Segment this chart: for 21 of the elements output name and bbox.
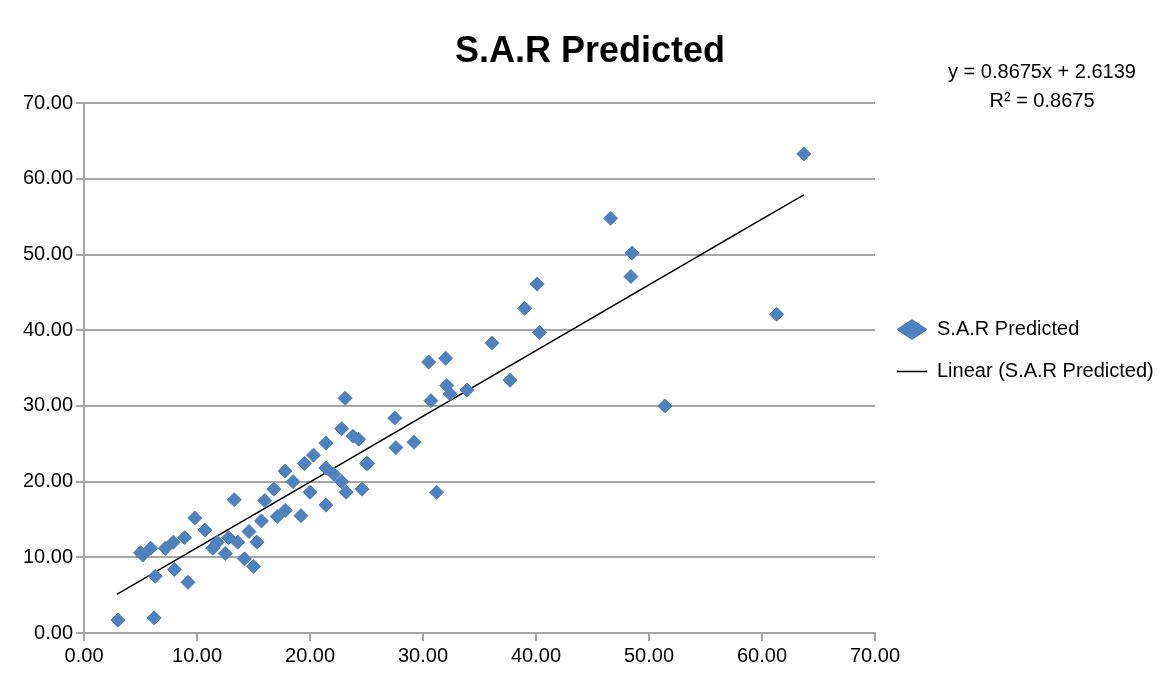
x-tick-label: 50.00: [623, 643, 675, 666]
y-tick-label: 10.00: [22, 544, 74, 567]
text: R² = 0.8675: [989, 88, 1095, 111]
y-tick-label: 40.00: [22, 317, 74, 340]
y-tick-label: 50.00: [22, 242, 74, 265]
y-tick-label: 20.00: [22, 469, 74, 492]
x-tick-label: 40.00: [510, 643, 562, 666]
x-tick-label: 70.00: [849, 643, 901, 666]
x-tick-label: 0.00: [64, 643, 104, 666]
y-tick-label: 30.00: [22, 393, 74, 416]
legend-label: Linear (S.A.R Predicted): [937, 359, 1154, 382]
legend-label: S.A.R Predicted: [937, 317, 1080, 340]
x-tick-label: 10.00: [172, 643, 223, 666]
chart-title: S.A.R Predicted: [454, 28, 726, 70]
x-tick-label: 30.00: [398, 643, 449, 666]
x-tick-label: 60.00: [736, 643, 788, 666]
y-tick-label: 70.00: [22, 90, 74, 113]
x-tick-label: 20.00: [285, 643, 336, 666]
text: y = 0.8675x + 2.6139: [948, 59, 1136, 82]
y-tick-label: 60.00: [22, 166, 74, 189]
y-tick-label: 0.00: [34, 620, 74, 643]
